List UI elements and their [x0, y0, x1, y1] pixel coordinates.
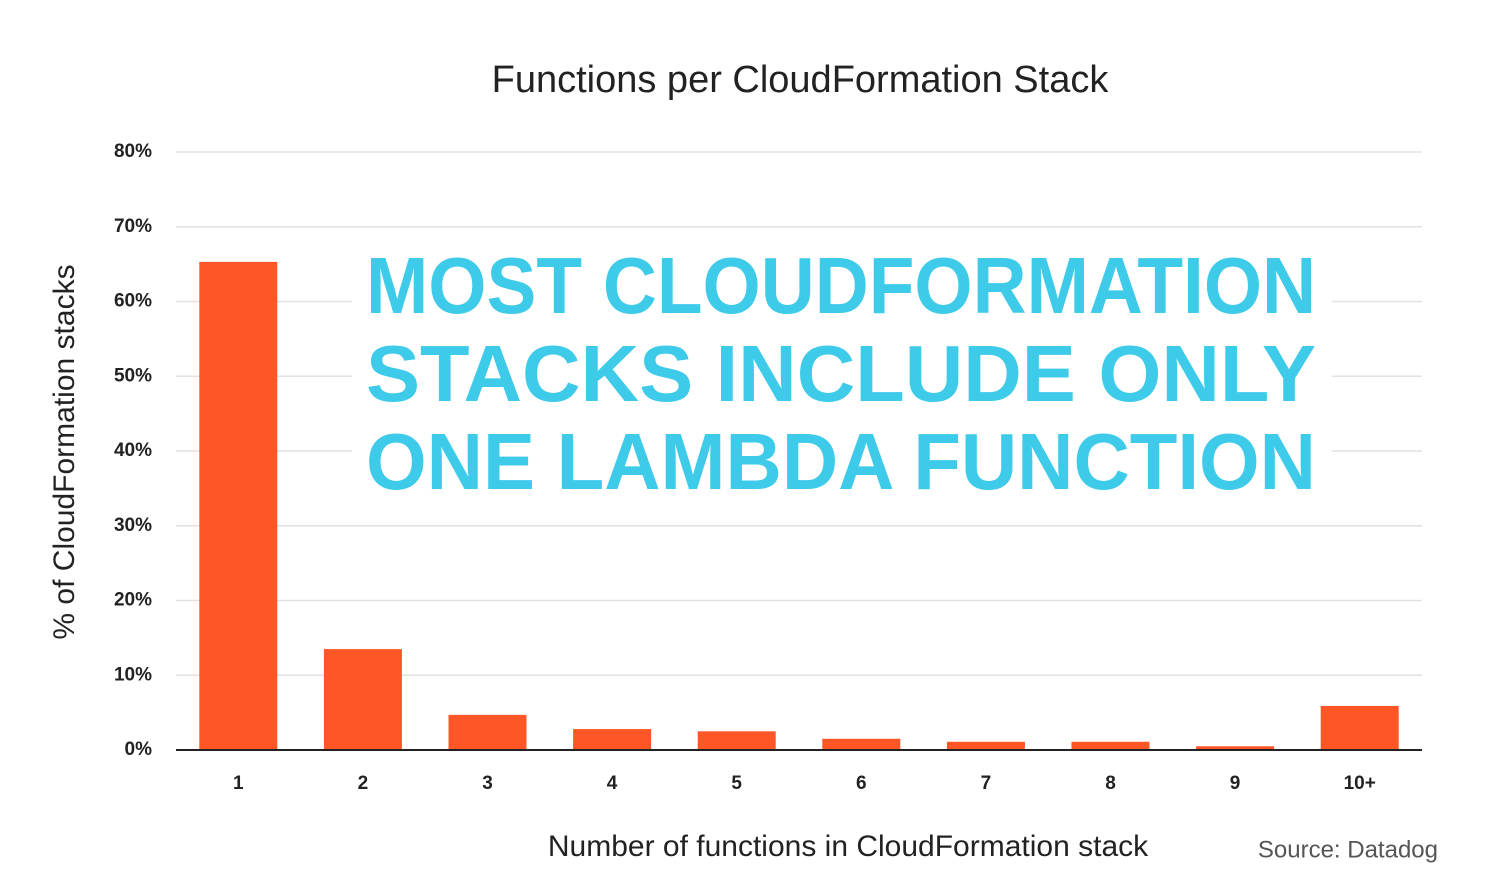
bar: [1320, 705, 1399, 750]
x-tick-label: 1: [233, 773, 244, 794]
x-tick-label: 10+: [1344, 773, 1376, 794]
bar: [573, 729, 652, 750]
bar: [199, 261, 278, 750]
annotation: STACKS INCLUDE ONLY: [366, 329, 1316, 418]
x-tick-label: 2: [358, 773, 369, 794]
bar: [697, 731, 776, 750]
y-tick-label: 10%: [114, 664, 152, 685]
bar: [448, 714, 527, 750]
x-tick-label: 7: [981, 773, 992, 794]
y-tick-label: 0%: [125, 739, 153, 760]
x-tick-label: 4: [607, 773, 618, 794]
bar: [1196, 746, 1275, 750]
bar: [323, 649, 402, 750]
y-tick-label: 60%: [114, 291, 152, 312]
bar: [1071, 741, 1150, 750]
source: Source: Datadog: [1258, 836, 1438, 863]
y-tick-label: 30%: [114, 515, 152, 536]
bar: [946, 741, 1025, 750]
y-tick-label: 20%: [114, 590, 152, 611]
x-axis-label: Number of functions in CloudFormation st…: [548, 830, 1149, 863]
y-tick-label: 80%: [114, 141, 152, 162]
y-tick-label: 70%: [114, 216, 152, 237]
annotation: ONE LAMBDA FUNCTION: [366, 417, 1316, 506]
x-tick-label: 5: [731, 773, 742, 794]
y-axis-label: % of CloudFormation stacks: [48, 264, 81, 639]
y-tick-label: 40%: [114, 440, 152, 461]
x-tick-label: 8: [1105, 773, 1116, 794]
y-tick-label: 50%: [114, 365, 152, 386]
x-tick-label: 9: [1230, 773, 1241, 794]
chart-title: Functions per CloudFormation Stack: [492, 59, 1110, 101]
bar: [822, 738, 901, 750]
x-tick-label: 3: [482, 773, 493, 794]
annotation-background: [352, 245, 1332, 507]
x-tick-label: 6: [856, 773, 867, 794]
annotation: MOST CLOUDFORMATION: [366, 241, 1316, 330]
